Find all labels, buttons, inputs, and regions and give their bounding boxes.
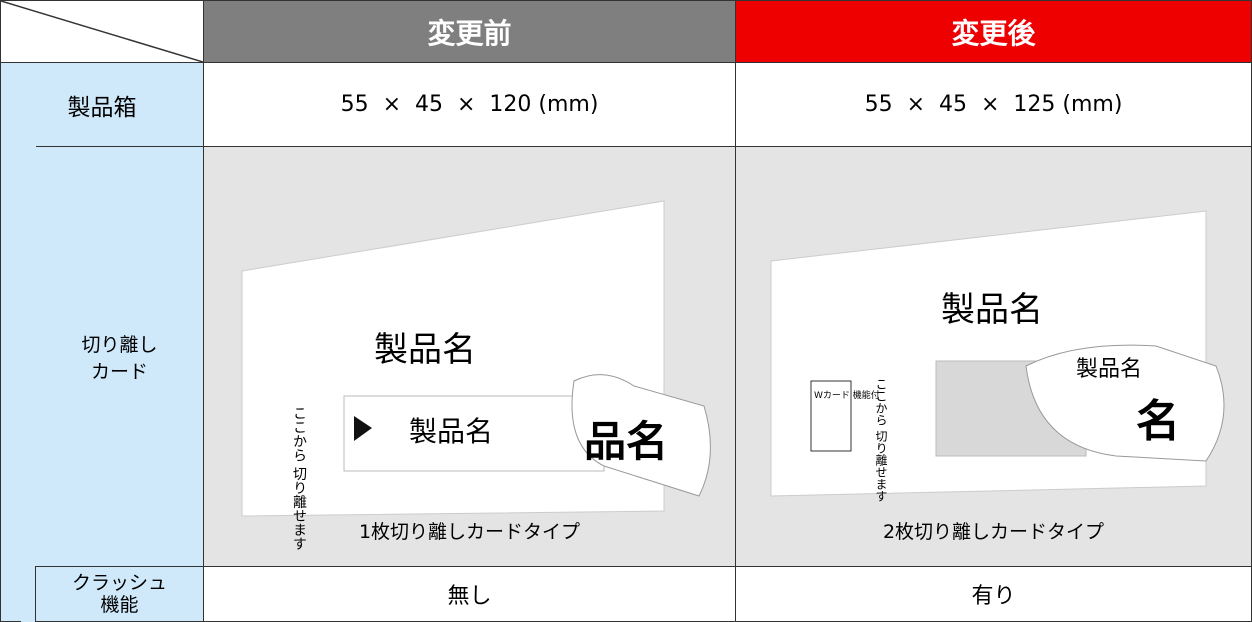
cell: 55 × 45 × 120 (mm) [203,62,736,147]
cell: 有り [735,566,1252,622]
caption: 2枚切り離しカードタイプ [882,521,1105,543]
row-label: 製品箱 [0,62,204,147]
header-after: 変更後 [735,0,1252,63]
card-text: ここから 切り離せます [291,406,307,551]
cell: 無し [203,566,736,622]
card-illustration: 製品名 Wカード 機能付 ここから 切り離せます 製品名 名 [770,210,1225,502]
card-illustration: 製品名 製品名 ここから 切り離せます 品名 [241,200,711,551]
header-before: 変更前 [203,0,736,63]
card-text: 製品名 [941,290,1043,330]
corner-cell [0,0,204,63]
card-text: 製品名 [374,330,476,370]
card-text: Wカード 機能付 [814,389,880,401]
image-cell: 製品名 製品名 ここから 切り離せます 品名 1枚切り離しカードタイプ [203,146,736,567]
label-strip [0,146,22,622]
caption: 1枚切り離しカードタイプ [358,521,581,543]
card-text: 名 [1136,396,1180,447]
cell: 55 × 45 × 125 (mm) [735,62,1252,147]
card-text: 製品名 [409,415,493,448]
row-label: クラッシュ 機能 [35,566,204,622]
card-text: ここから 切り離せます [874,378,888,502]
card-text: 品名 [584,417,668,466]
diagonal [1,1,203,62]
label-gap [21,146,36,622]
image-cell: 製品名 Wカード 機能付 ここから 切り離せます 製品名 名 2枚切り離しカード… [735,146,1252,567]
card-text: 製品名 [1076,357,1142,382]
row-label: 切り離し カード [35,146,204,567]
